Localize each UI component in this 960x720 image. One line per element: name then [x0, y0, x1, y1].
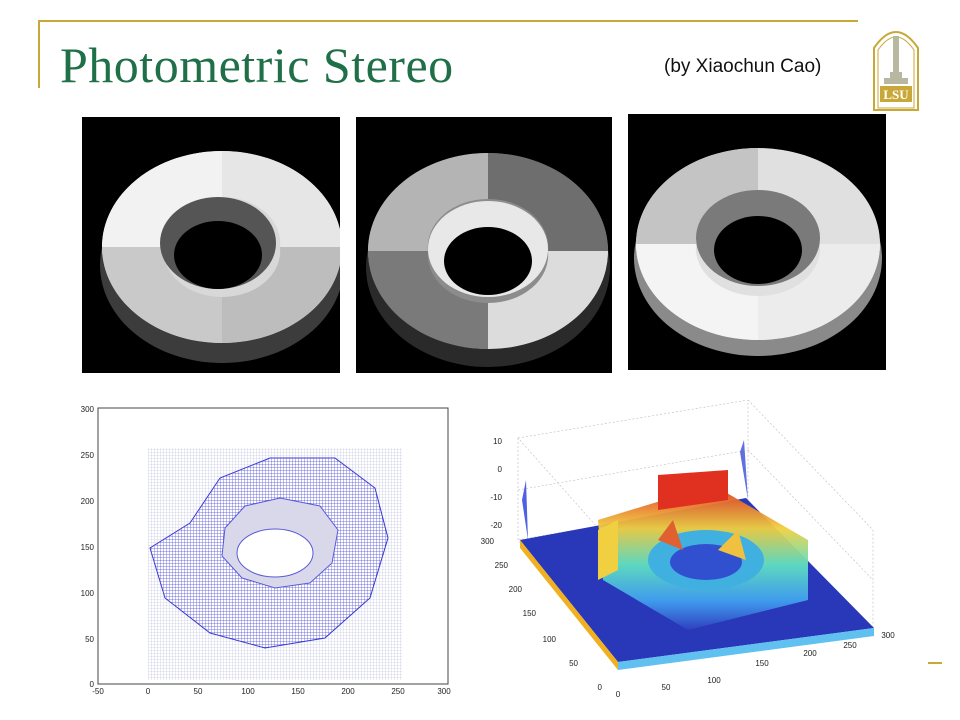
normal-map-2d-plot: 300 250 200 150 100 50 0 -50 0 50 100 15… [81, 405, 452, 696]
x3d-tick: 300 [881, 631, 895, 640]
y-tick: 100 [81, 589, 95, 598]
y-tick: 250 [81, 451, 95, 460]
y3d-tick: 300 [481, 537, 495, 546]
x3d-tick: 50 [662, 683, 671, 692]
z-tick: -20 [490, 521, 502, 530]
y3d-tick: 0 [598, 683, 603, 692]
x-tick: 150 [291, 687, 305, 696]
y-tick: 300 [81, 405, 95, 414]
z-tick: 0 [498, 465, 503, 474]
x-tick: 200 [341, 687, 355, 696]
torus-image-light-2 [356, 117, 612, 373]
x-tick: -50 [92, 687, 104, 696]
x3d-tick: 200 [803, 649, 817, 658]
svg-text:LSU: LSU [883, 87, 909, 102]
torus-image-light-3 [628, 114, 886, 370]
torus-image-light-1 [82, 117, 340, 373]
x-tick: 250 [391, 687, 405, 696]
z-tick: -10 [490, 493, 502, 502]
top-rule [38, 20, 858, 22]
slide-credit: (by Xiaochun Cao) [664, 56, 822, 77]
y-tick: 150 [81, 543, 95, 552]
x3d-tick: 250 [843, 641, 857, 650]
y-tick: 200 [81, 497, 95, 506]
x-tick: 100 [241, 687, 255, 696]
x3d-tick: 150 [755, 659, 769, 668]
corner-tick [928, 662, 942, 664]
surface-3d-plot: 10 0 -10 -20 300 250 200 150 100 50 0 0 … [481, 400, 895, 699]
left-rule [38, 20, 40, 88]
y3d-tick: 100 [543, 635, 557, 644]
y3d-tick: 50 [569, 659, 578, 668]
x3d-tick: 100 [707, 676, 721, 685]
x3d-tick: 0 [616, 690, 621, 699]
x-tick: 50 [194, 687, 203, 696]
y3d-tick: 250 [495, 561, 509, 570]
z-tick: 10 [493, 437, 502, 446]
y3d-tick: 150 [523, 609, 537, 618]
y3d-tick: 200 [509, 585, 523, 594]
x-tick: 300 [437, 687, 451, 696]
y-tick: 0 [90, 680, 95, 689]
x-tick: 0 [146, 687, 151, 696]
y-tick: 50 [85, 635, 94, 644]
slide-title: Photometric Stereo [60, 37, 454, 93]
lsu-logo: LSU [873, 31, 919, 111]
